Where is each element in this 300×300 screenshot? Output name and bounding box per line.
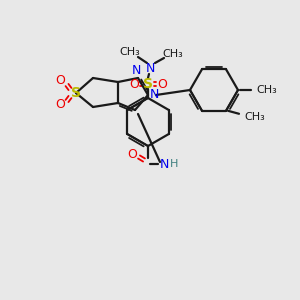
Text: S: S xyxy=(71,86,81,100)
Text: CH₃: CH₃ xyxy=(256,85,277,95)
Text: O: O xyxy=(127,148,137,160)
Text: S: S xyxy=(143,77,153,91)
Text: CH₃: CH₃ xyxy=(244,112,265,122)
Text: CH₃: CH₃ xyxy=(120,47,140,57)
Text: O: O xyxy=(129,77,139,91)
Text: N: N xyxy=(131,64,141,76)
Text: N: N xyxy=(159,158,169,170)
Text: O: O xyxy=(157,77,167,91)
Text: O: O xyxy=(55,74,65,88)
Text: H: H xyxy=(170,159,178,169)
Text: N: N xyxy=(149,88,159,101)
Text: N: N xyxy=(145,61,155,74)
Text: CH₃: CH₃ xyxy=(163,49,183,59)
Text: O: O xyxy=(55,98,65,112)
